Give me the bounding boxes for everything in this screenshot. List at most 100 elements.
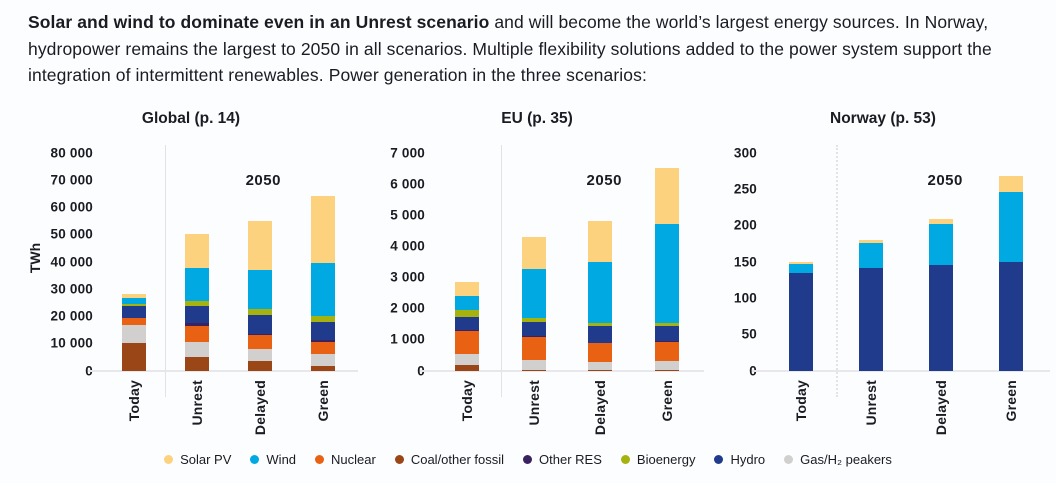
- x-axis-label-green: Green: [314, 379, 331, 421]
- y-axis-tick-label: 60 000: [50, 199, 93, 215]
- bar-segment-solar-pv: [654, 168, 679, 225]
- y-axis-tick-label: 50 000: [50, 226, 93, 242]
- bar-segment-wind: [588, 262, 613, 323]
- bar-segment-hydro: [455, 317, 480, 331]
- bar-segment-solar-pv: [455, 282, 480, 296]
- bar-segment-solar-pv: [247, 220, 272, 270]
- bar-segment-solar-pv: [789, 261, 813, 264]
- bar-segment-other-res: [654, 340, 679, 342]
- bar-segment-nuclear: [184, 325, 209, 342]
- bar-segment-nuclear: [588, 343, 613, 363]
- bar-segment-wind: [184, 268, 209, 302]
- bar-segment-solar-pv: [999, 175, 1023, 193]
- legend-item-wind: Wind: [250, 452, 296, 467]
- bar-segment-coal-other-fossil: [310, 366, 335, 371]
- bar-slot-unrest: Unrest: [501, 153, 568, 425]
- bar-segment-nuclear: [455, 330, 480, 355]
- bar-segment-hydro: [184, 306, 209, 323]
- legend-item-gas-h-peakers: Gas/H₂ peakers: [784, 452, 892, 467]
- annotation-2050: 2050: [927, 171, 963, 189]
- y-axis-tick-label: 70 000: [50, 172, 93, 188]
- bar-segment-hydro: [789, 273, 813, 371]
- bar-segment-hydro: [521, 322, 546, 336]
- x-axis-label-today: Today: [793, 379, 809, 421]
- bar-segment-gas-h-peakers: [654, 361, 679, 370]
- stacked-bar-delayed: [588, 221, 613, 371]
- legend-swatch-icon: [714, 454, 724, 464]
- bar-segment-solar-pv: [588, 221, 613, 263]
- legend-item-coal-other-fossil: Coal/other fossil: [394, 451, 505, 467]
- bar-segment-hydro: [310, 321, 335, 341]
- bar-segment-wind: [521, 269, 546, 319]
- y-axis-tick-label: 20 000: [50, 308, 93, 324]
- x-axis-line: [420, 369, 704, 372]
- bar-slot-delayed: Delayed: [906, 153, 976, 435]
- bar-slot-delayed: Delayed: [567, 153, 634, 435]
- y-axis-tick-label: 30 000: [50, 281, 93, 297]
- y-axis-global: 80 000 70 000 60 000 50 000 40 000 30 000 20 0…: [18, 145, 102, 378]
- legend-item-solar-pv: Solar PV: [164, 452, 231, 467]
- legend-label: Nuclear: [331, 451, 376, 467]
- bar-segment-wind: [247, 269, 272, 310]
- legend-label: Coal/other fossil: [410, 451, 505, 467]
- bar-segment-nuclear: [121, 317, 146, 326]
- stacked-bar-green: [310, 196, 335, 371]
- y-axis-tick-label: 300: [733, 145, 757, 160]
- y-axis-tick-label: 1 000: [390, 331, 425, 347]
- bar-slot-green: Green: [976, 153, 1046, 421]
- x-axis-line: [88, 369, 358, 372]
- stacked-bar-delayed: [929, 218, 953, 371]
- legend-swatch-icon: [784, 454, 794, 464]
- legend-swatch-icon: [620, 454, 630, 464]
- bar-slot-delayed: Delayed: [228, 153, 291, 435]
- x-axis-label-today: Today: [459, 379, 476, 421]
- x-axis-label-unrest: Unrest: [525, 379, 542, 426]
- bar-segment-hydro: [654, 326, 679, 341]
- chart-eu: EU (p. 35) 7 000 6 000 5 000 4 000 3 000 2 00…: [364, 104, 710, 446]
- bar-slot-unrest: Unrest: [165, 153, 228, 425]
- legend-label: Gas/H₂ peakers: [800, 451, 892, 467]
- bar-segment-hydro: [588, 326, 613, 343]
- bar-slot-unrest: Unrest: [836, 153, 906, 425]
- legend-item-nuclear: Nuclear: [315, 452, 376, 467]
- bar-segment-bioenergy: [455, 310, 480, 318]
- bar-segment-other-res: [588, 342, 613, 344]
- stacked-bar-unrest: [859, 239, 883, 371]
- stacked-bar-today: [789, 261, 813, 371]
- chart-title-global: Global (p. 14): [141, 109, 241, 127]
- bar-segment-hydro: [859, 268, 883, 371]
- bar-segment-wind: [121, 297, 146, 305]
- y-axis-tick-label: 7 000: [390, 145, 425, 160]
- bar-segment-nuclear: [247, 335, 272, 349]
- bar-segment-other-res: [247, 333, 272, 336]
- legend-swatch-icon: [164, 454, 174, 464]
- bar-segment-coal-other-fossil: [588, 369, 613, 371]
- y-axis-tick-label: 4 000: [390, 238, 425, 254]
- stacked-bar-unrest: [521, 236, 546, 371]
- bar-segment-solar-pv: [310, 196, 335, 263]
- stacked-bar-today: [121, 293, 146, 371]
- bar-segment-other-res: [521, 335, 546, 337]
- bar-slot-today: Today: [434, 153, 501, 421]
- bar-segment-wind: [999, 192, 1023, 262]
- bar-segment-other-res: [310, 340, 335, 342]
- y-axis-tick-label: 10 000: [50, 335, 93, 351]
- bar-segment-wind: [654, 224, 679, 323]
- y-axis-tick-label: 40 000: [50, 254, 93, 269]
- y-axis-tick-label: 150: [733, 254, 757, 269]
- bar-segment-gas-h-peakers: [310, 354, 335, 367]
- bar-segment-coal-other-fossil: [521, 369, 546, 371]
- annotation-2050: 2050: [586, 171, 622, 189]
- charts-row: Global (p. 14) TWh 80 000 70 000 60 000 50 …: [0, 104, 1056, 446]
- bar-segment-gas-h-peakers: [247, 348, 272, 361]
- bar-segment-solar-pv: [121, 293, 146, 298]
- bar-segment-gas-h-peakers: [521, 359, 546, 370]
- bar-segment-coal-other-fossil: [455, 364, 480, 371]
- bar-segment-bioenergy: [184, 301, 209, 307]
- legend-swatch-icon: [523, 454, 533, 464]
- bar-segment-solar-pv: [184, 234, 209, 269]
- y-axis-norway: 300250200150100500: [710, 145, 766, 378]
- x-axis-label-delayed: Delayed: [592, 379, 609, 435]
- legend: Solar PV Wind Nuclear Coal/other fossil Othe…: [0, 452, 1056, 467]
- x-axis-label-delayed: Delayed: [251, 379, 268, 435]
